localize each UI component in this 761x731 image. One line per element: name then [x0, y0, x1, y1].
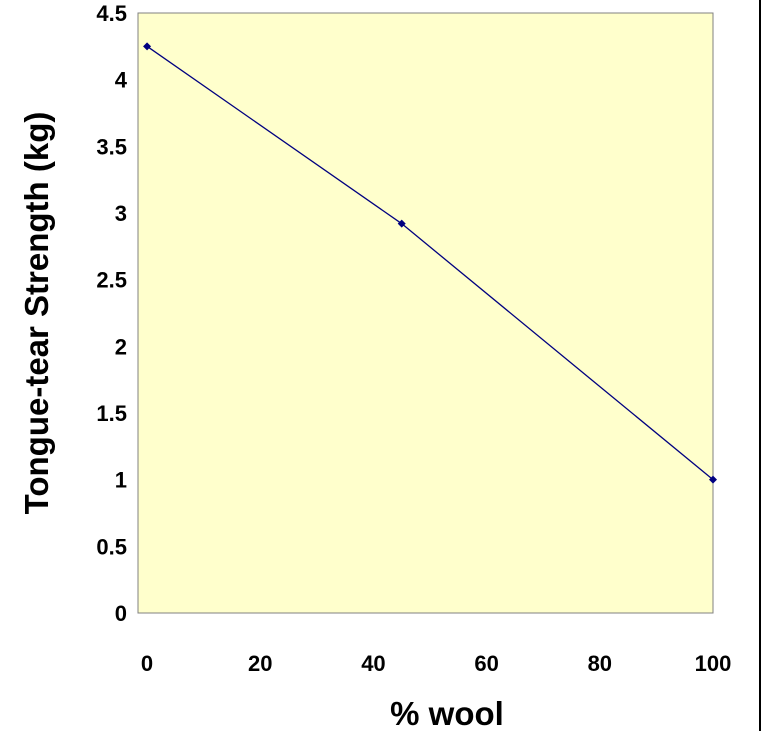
y-tick-label: 3 [115, 201, 127, 226]
data-point [709, 475, 717, 484]
y-tick-label: 3.5 [96, 134, 127, 159]
x-tick-label: 100 [695, 651, 732, 676]
x-axis-title: % wool [390, 695, 504, 731]
y-tick-label: 4 [115, 68, 128, 93]
y-tick-label: 0 [115, 601, 127, 626]
x-tick-label: 0 [141, 651, 153, 676]
x-tick-label: 20 [248, 651, 272, 676]
y-tick-label: 1 [115, 468, 127, 493]
x-axis-ticks: 0 20 40 60 80 100 [141, 651, 731, 676]
y-axis-ticks: 0 0.5 1 1.5 2 2.5 3 3.5 4 4.5 [96, 1, 127, 626]
x-tick-label: 80 [588, 651, 612, 676]
right-edge-line [759, 0, 761, 731]
plot-area [137, 12, 714, 614]
x-tick-label: 40 [361, 651, 385, 676]
y-tick-label: 2 [115, 334, 127, 359]
y-tick-label: 2.5 [96, 268, 127, 293]
y-tick-label: 0.5 [96, 534, 127, 559]
series-layer [143, 42, 717, 484]
y-tick-label: 4.5 [96, 1, 127, 26]
data-point [397, 219, 406, 228]
x-tick-label: 60 [474, 651, 498, 676]
y-tick-label: 1.5 [96, 401, 127, 426]
y-axis-title: Tongue-tear Strength (kg) [18, 112, 55, 515]
data-point [143, 42, 152, 51]
